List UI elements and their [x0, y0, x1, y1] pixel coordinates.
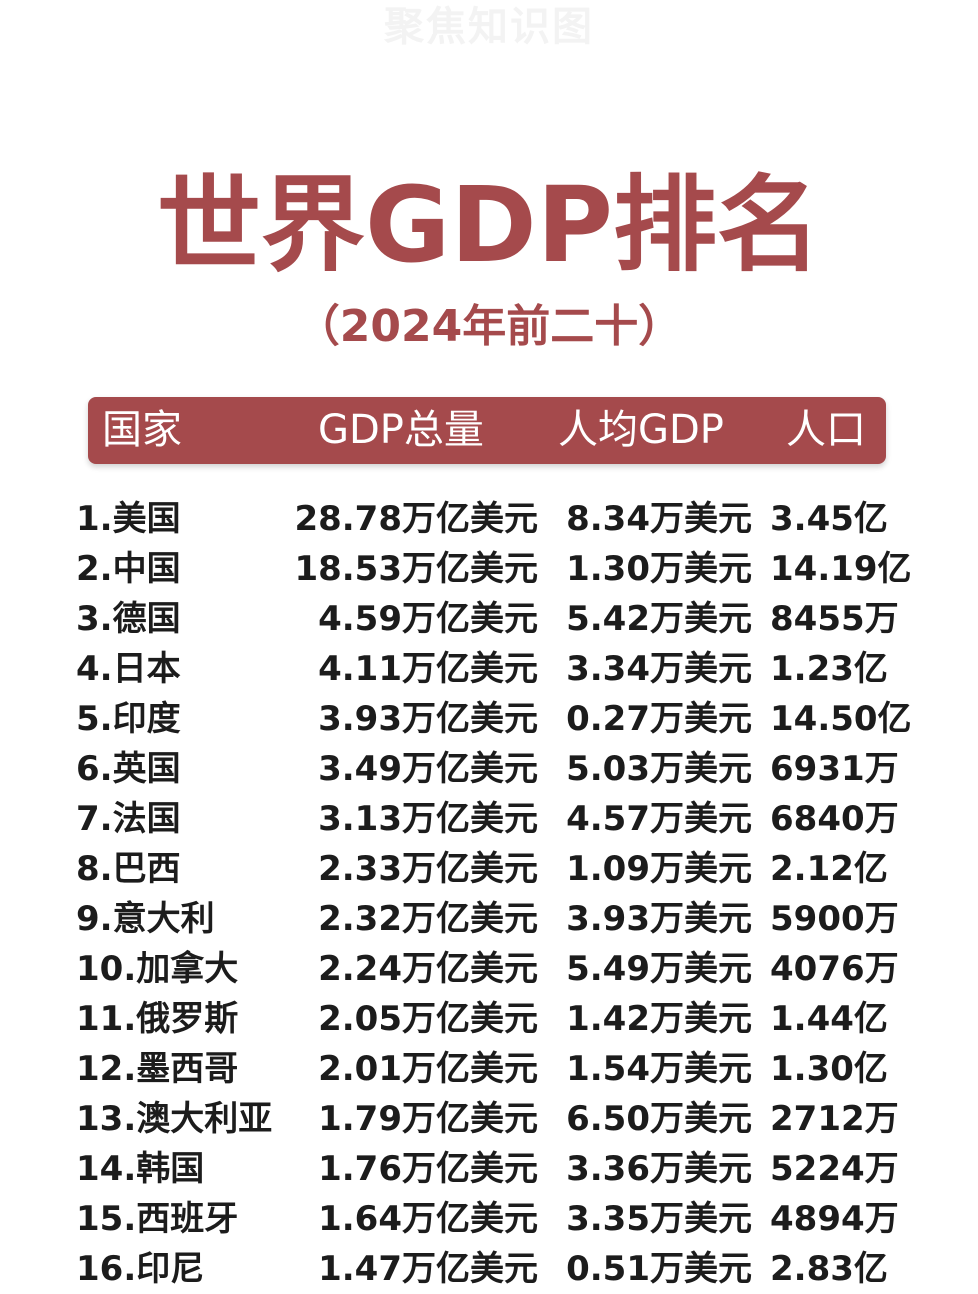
country-name: 8.巴西	[76, 849, 181, 889]
population: 1.23亿	[770, 649, 888, 689]
table-row: 12.墨西哥 2.01万亿美元 1.54万美元 1.30亿	[0, 1044, 978, 1094]
gdp-total: 2.24万亿美元	[318, 949, 538, 989]
country-name: 16.印尼	[76, 1249, 205, 1289]
gdp-total: 3.93万亿美元	[318, 699, 538, 739]
gdp-total: 28.78万亿美元	[294, 499, 538, 539]
country-name: 5.印度	[76, 699, 181, 739]
population: 1.44亿	[770, 999, 888, 1039]
table-row: 8.巴西 2.33万亿美元 1.09万美元 2.12亿	[0, 844, 978, 894]
gdp-total: 4.11万亿美元	[318, 649, 538, 689]
country-name: 7.法国	[76, 799, 181, 839]
table-row: 6.英国 3.49万亿美元 5.03万美元 6931万	[0, 744, 978, 794]
table-row: 3.德国 4.59万亿美元 5.42万美元 8455万	[0, 594, 978, 644]
population: 14.19亿	[770, 549, 912, 589]
population: 3.45亿	[770, 499, 888, 539]
gdp-total: 2.05万亿美元	[318, 999, 538, 1039]
header-gdp: GDP总量	[318, 407, 484, 453]
gdp-total: 3.49万亿美元	[318, 749, 538, 789]
table-row: 15.西班牙 1.64万亿美元 3.35万美元 4894万	[0, 1194, 978, 1244]
table-row: 14.韩国 1.76万亿美元 3.36万美元 5224万	[0, 1144, 978, 1194]
table-row: 9.意大利 2.32万亿美元 3.93万美元 5900万	[0, 894, 978, 944]
gdp-total: 4.59万亿美元	[318, 599, 538, 639]
gdp-per-capita: 5.42万美元	[566, 599, 752, 639]
population: 5224万	[770, 1149, 899, 1189]
country-name: 9.意大利	[76, 899, 215, 939]
table-row: 10.加拿大 2.24万亿美元 5.49万美元 4076万	[0, 944, 978, 994]
page-title: 世界GDP排名	[157, 164, 821, 286]
gdp-per-capita: 5.03万美元	[566, 749, 752, 789]
country-name: 15.西班牙	[76, 1199, 239, 1239]
population: 2.12亿	[770, 849, 888, 889]
gdp-total: 1.47万亿美元	[318, 1249, 538, 1289]
gdp-total: 2.01万亿美元	[318, 1049, 538, 1089]
gdp-per-capita: 1.42万美元	[566, 999, 752, 1039]
gdp-per-capita: 8.34万美元	[566, 499, 752, 539]
country-name: 11.俄罗斯	[76, 999, 239, 1039]
country-name: 10.加拿大	[76, 949, 239, 989]
gdp-per-capita: 0.51万美元	[566, 1249, 752, 1289]
gdp-total: 2.32万亿美元	[318, 899, 538, 939]
population: 8455万	[770, 599, 899, 639]
gdp-per-capita: 1.30万美元	[566, 549, 752, 589]
gdp-total: 2.33万亿美元	[318, 849, 538, 889]
header-population: 人口	[786, 407, 866, 453]
country-name: 3.德国	[76, 599, 181, 639]
table-row: 5.印度 3.93万亿美元 0.27万美元 14.50亿	[0, 694, 978, 744]
gdp-per-capita: 3.93万美元	[566, 899, 752, 939]
watermark-text: 聚焦知识图	[384, 4, 594, 50]
gdp-total: 18.53万亿美元	[294, 549, 538, 589]
gdp-per-capita: 6.50万美元	[566, 1099, 752, 1139]
country-name: 14.韩国	[76, 1149, 205, 1189]
population: 4894万	[770, 1199, 899, 1239]
country-name: 6.英国	[76, 749, 181, 789]
gdp-total: 3.13万亿美元	[318, 799, 538, 839]
country-name: 12.墨西哥	[76, 1049, 239, 1089]
gdp-per-capita: 0.27万美元	[566, 699, 752, 739]
table-header: 国家 GDP总量 人均GDP 人口	[88, 397, 886, 464]
ranking-table: 1.美国 28.78万亿美元 8.34万美元 3.45亿 2.中国 18.53万亿美元 1.…	[0, 494, 978, 1294]
header-country: 国家	[102, 407, 182, 453]
header-per-capita: 人均GDP	[558, 407, 724, 453]
population: 2712万	[770, 1099, 899, 1139]
population: 14.50亿	[770, 699, 912, 739]
gdp-total: 1.64万亿美元	[318, 1199, 538, 1239]
country-name: 13.澳大利亚	[76, 1099, 273, 1139]
population: 1.30亿	[770, 1049, 888, 1089]
table-row: 1.美国 28.78万亿美元 8.34万美元 3.45亿	[0, 494, 978, 544]
country-name: 1.美国	[76, 499, 181, 539]
population: 6840万	[770, 799, 899, 839]
population: 5900万	[770, 899, 899, 939]
population: 6931万	[770, 749, 899, 789]
country-name: 2.中国	[76, 549, 181, 589]
table-row: 16.印尼 1.47万亿美元 0.51万美元 2.83亿	[0, 1244, 978, 1294]
table-row: 2.中国 18.53万亿美元 1.30万美元 14.19亿	[0, 544, 978, 594]
table-row: 11.俄罗斯 2.05万亿美元 1.42万美元 1.44亿	[0, 994, 978, 1044]
gdp-per-capita: 3.36万美元	[566, 1149, 752, 1189]
country-name: 4.日本	[76, 649, 181, 689]
gdp-total: 1.79万亿美元	[318, 1099, 538, 1139]
gdp-per-capita: 1.54万美元	[566, 1049, 752, 1089]
table-row: 13.澳大利亚 1.79万亿美元 6.50万美元 2712万	[0, 1094, 978, 1144]
gdp-per-capita: 3.35万美元	[566, 1199, 752, 1239]
table-row: 4.日本 4.11万亿美元 3.34万美元 1.23亿	[0, 644, 978, 694]
gdp-per-capita: 4.57万美元	[566, 799, 752, 839]
gdp-total: 1.76万亿美元	[318, 1149, 538, 1189]
table-row: 7.法国 3.13万亿美元 4.57万美元 6840万	[0, 794, 978, 844]
gdp-per-capita: 1.09万美元	[566, 849, 752, 889]
page-subtitle: （2024年前二十）	[295, 301, 683, 352]
gdp-per-capita: 3.34万美元	[566, 649, 752, 689]
population: 4076万	[770, 949, 899, 989]
population: 2.83亿	[770, 1249, 888, 1289]
gdp-per-capita: 5.49万美元	[566, 949, 752, 989]
